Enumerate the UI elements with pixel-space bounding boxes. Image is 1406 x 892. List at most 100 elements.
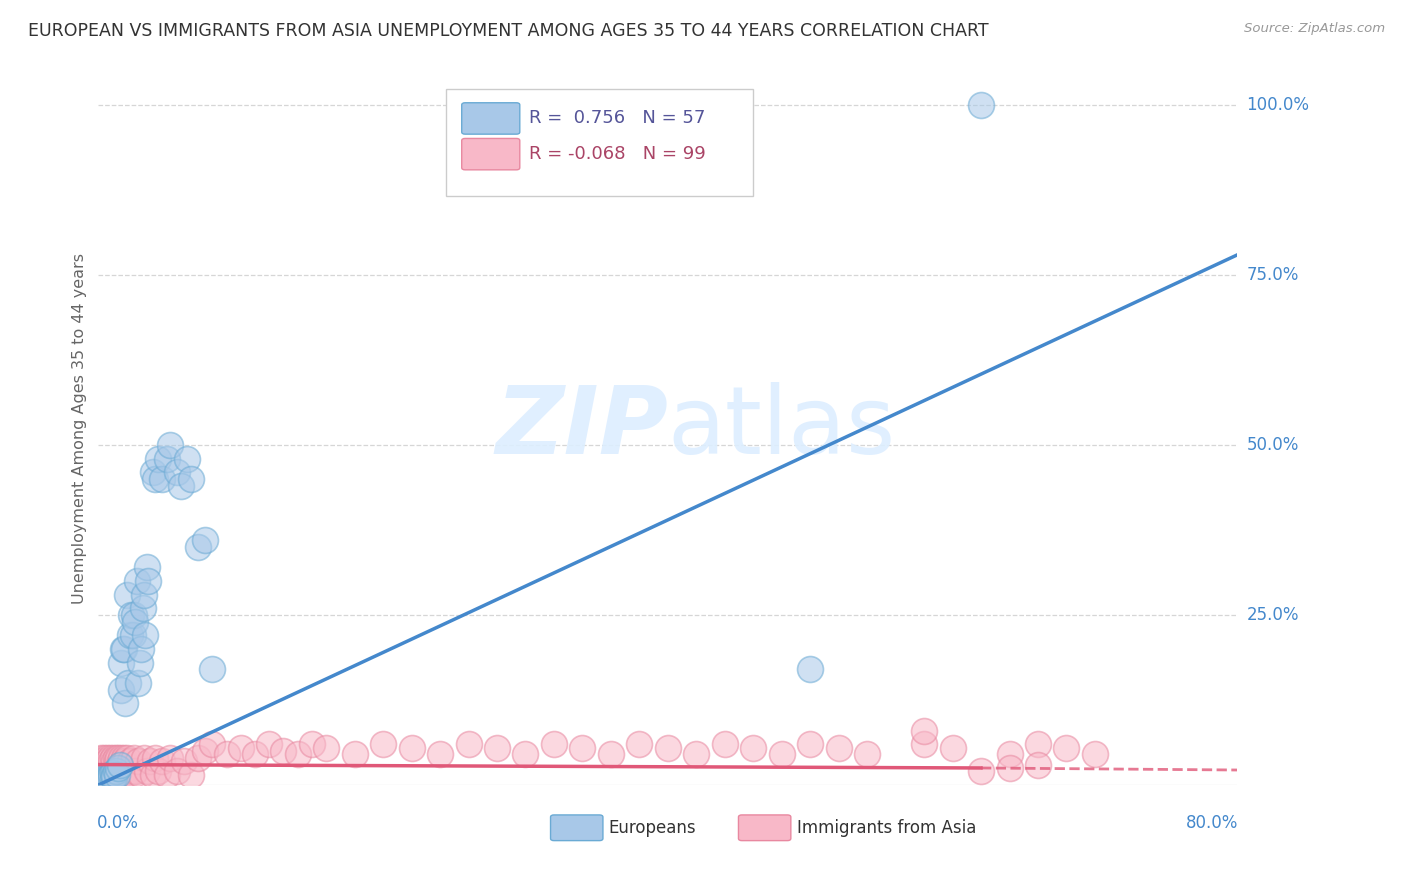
Point [273, 744, 295, 758]
Point [93, 751, 115, 765]
Point [91, 774, 114, 789]
Point [148, 764, 170, 779]
Point [96, 768, 118, 782]
Point [122, 608, 145, 623]
Point [301, 737, 323, 751]
Point [131, 601, 153, 615]
Text: ZIP: ZIP [495, 382, 668, 475]
Point [118, 628, 141, 642]
Point [373, 737, 395, 751]
Point [121, 628, 143, 642]
Y-axis label: Unemployment Among Ages 35 to 44 years: Unemployment Among Ages 35 to 44 years [72, 252, 87, 604]
Point [93, 768, 115, 782]
Point [115, 588, 138, 602]
Point [138, 754, 160, 768]
Point [1056, 740, 1078, 755]
FancyBboxPatch shape [446, 89, 754, 196]
Point [148, 451, 170, 466]
Point [97, 771, 120, 785]
Point [124, 615, 146, 629]
Point [229, 740, 252, 755]
Point [101, 771, 124, 785]
Text: 100.0%: 100.0% [1246, 96, 1309, 114]
Point [180, 768, 202, 782]
Point [103, 770, 125, 784]
Point [100, 768, 122, 782]
Point [108, 757, 131, 772]
Point [315, 740, 337, 755]
Text: 75.0%: 75.0% [1246, 266, 1299, 285]
Point [96, 772, 118, 787]
Point [114, 764, 136, 779]
Text: Source: ZipAtlas.com: Source: ZipAtlas.com [1244, 22, 1385, 36]
Point [942, 740, 965, 755]
Point [998, 761, 1021, 775]
Point [129, 642, 152, 657]
Point [89, 764, 111, 779]
Point [108, 754, 131, 768]
Point [170, 479, 193, 493]
Point [141, 466, 163, 480]
Point [828, 740, 851, 755]
Point [187, 751, 209, 765]
Point [159, 438, 181, 452]
Point [97, 764, 120, 779]
Point [110, 682, 132, 697]
Text: Immigrants from Asia: Immigrants from Asia [797, 819, 976, 837]
Text: Europeans: Europeans [609, 819, 696, 837]
Point [628, 737, 651, 751]
FancyBboxPatch shape [461, 103, 520, 134]
Point [90, 768, 112, 782]
Point [799, 662, 821, 676]
Point [134, 628, 156, 642]
Point [429, 747, 451, 762]
Text: 0.0%: 0.0% [97, 814, 139, 831]
Point [145, 472, 167, 486]
Point [107, 751, 129, 765]
Point [486, 740, 509, 755]
Point [1084, 747, 1107, 762]
Point [970, 98, 993, 112]
Point [111, 642, 134, 657]
Text: EUROPEAN VS IMMIGRANTS FROM ASIA UNEMPLOYMENT AMONG AGES 35 TO 44 YEARS CORRELAT: EUROPEAN VS IMMIGRANTS FROM ASIA UNEMPLO… [28, 22, 988, 40]
Point [770, 747, 793, 762]
Point [152, 754, 174, 768]
Point [173, 754, 195, 768]
Text: 50.0%: 50.0% [1246, 436, 1299, 454]
Point [343, 747, 366, 762]
Point [117, 676, 139, 690]
Point [180, 472, 202, 486]
Point [118, 754, 141, 768]
Point [107, 768, 129, 782]
Point [105, 768, 128, 782]
Point [111, 764, 134, 779]
Point [97, 774, 120, 789]
Point [128, 656, 150, 670]
Point [110, 656, 132, 670]
Point [132, 588, 155, 602]
Point [600, 747, 623, 762]
Point [97, 754, 120, 768]
Point [105, 754, 128, 768]
Point [135, 560, 157, 574]
Point [166, 764, 188, 779]
Point [127, 754, 149, 768]
Text: R = -0.068   N = 99: R = -0.068 N = 99 [529, 145, 706, 163]
Point [101, 765, 124, 780]
Point [101, 751, 124, 765]
Point [90, 772, 112, 787]
Point [100, 764, 122, 779]
Point [93, 772, 115, 787]
Point [912, 723, 935, 738]
Point [742, 740, 765, 755]
Point [401, 740, 423, 755]
Point [194, 533, 217, 548]
Point [104, 768, 127, 782]
Point [287, 747, 309, 762]
Point [159, 751, 181, 765]
Point [1026, 757, 1049, 772]
Point [121, 768, 143, 782]
Point [98, 751, 121, 765]
Point [105, 764, 128, 779]
Point [114, 697, 136, 711]
